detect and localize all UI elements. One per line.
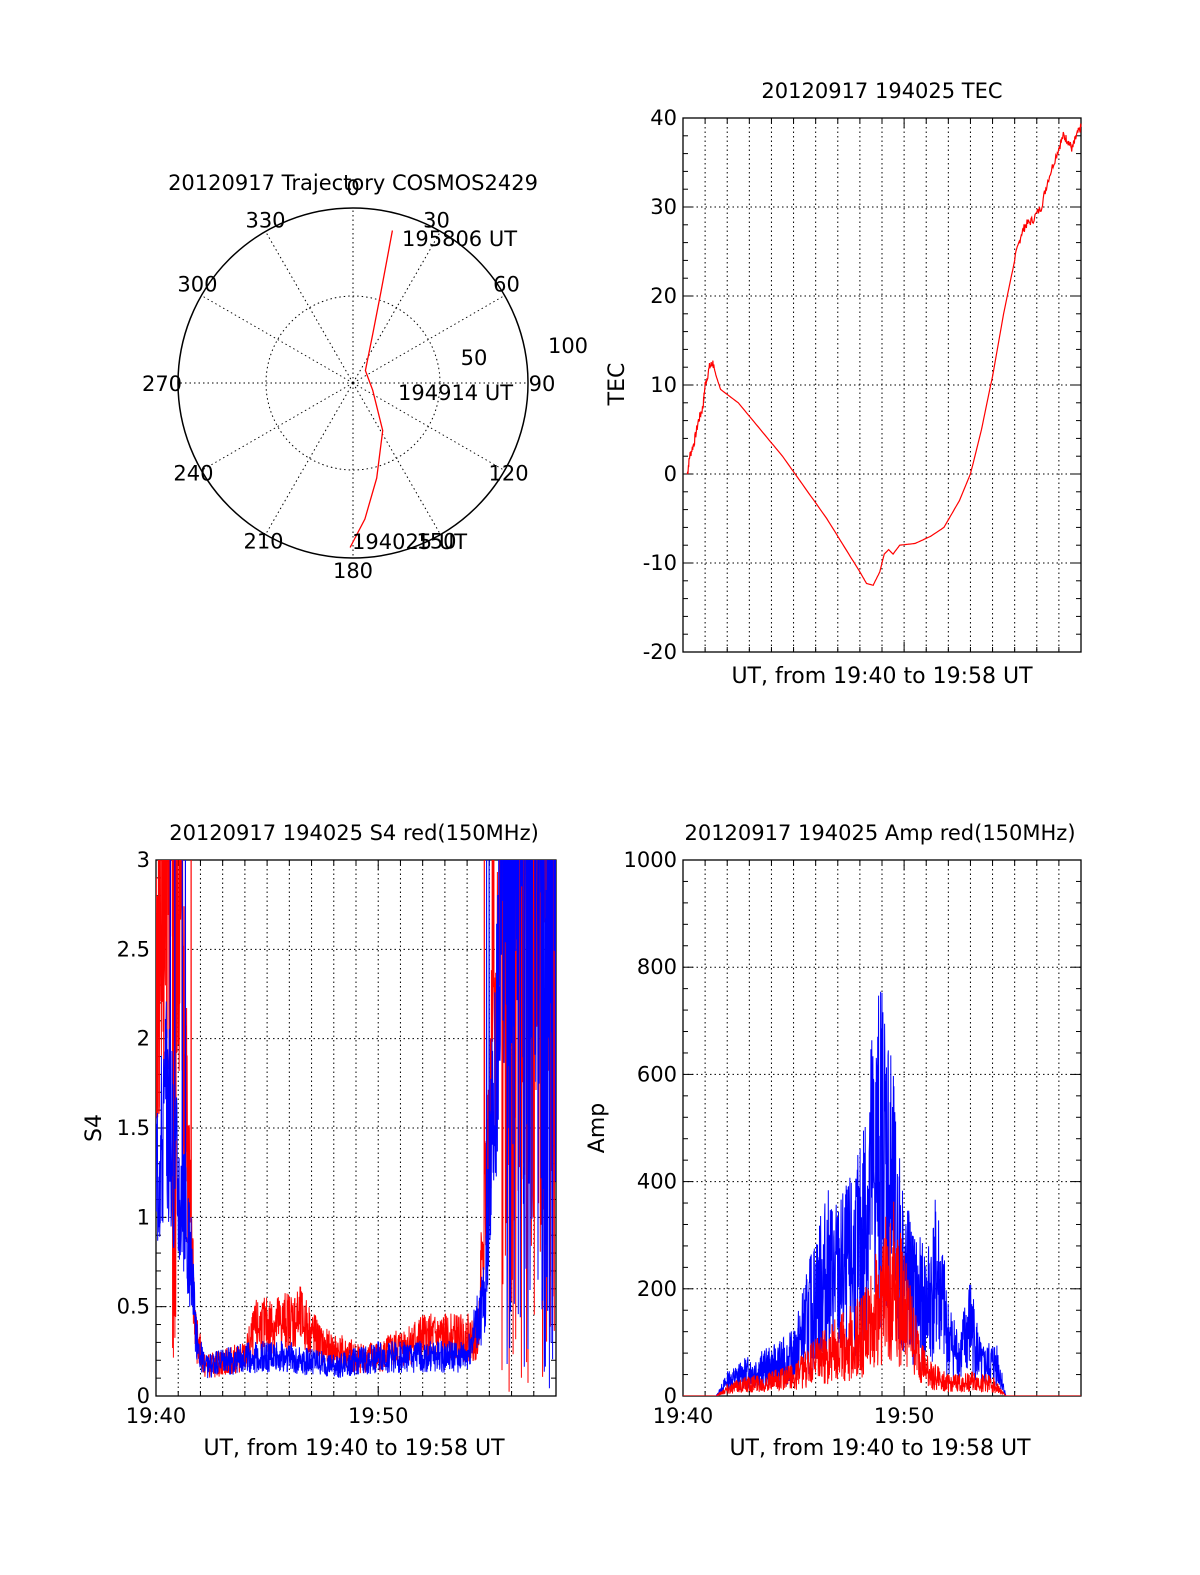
s4-ytick-label: 1: [137, 1205, 150, 1229]
polar-radial-label-100: 100: [548, 334, 588, 358]
amp-ytick-label: 800: [637, 955, 677, 979]
tec-ytick-label: -20: [643, 640, 677, 664]
polar-angle-label: 0: [346, 176, 359, 200]
s4-ytick-label: 3: [137, 848, 150, 872]
s4-series-red: [156, 860, 556, 1392]
amp-xlabel: UT, from 19:40 to 19:58 UT: [729, 1436, 1031, 1461]
amp-ytick-label: 600: [637, 1062, 677, 1086]
amp-xtick-label: 19:50: [874, 1404, 935, 1428]
amp-ytick-label: 0: [664, 1384, 677, 1408]
tec-ylabel: TEC: [605, 363, 630, 407]
tec-xlabel: UT, from 19:40 to 19:58 UT: [731, 664, 1033, 689]
s4-xlabel: UT, from 19:40 to 19:58 UT: [203, 1436, 505, 1461]
s4-ytick-label: 0: [137, 1384, 150, 1408]
amp-ylabel: Amp: [585, 1103, 610, 1153]
polar-chart: 20120917 Trajectory COSMOS2429 0 30 60 90 12…: [142, 171, 588, 583]
polar-spoke: [265, 231, 354, 384]
polar-angle-label: 270: [142, 372, 182, 396]
s4-xtick-label: 19:50: [348, 1404, 409, 1428]
polar-angle-label: 300: [177, 273, 217, 297]
tec-ytick-label: 0: [664, 462, 677, 486]
polar-angle-label: 150: [416, 530, 456, 554]
polar-angle-label: 90: [529, 372, 556, 396]
polar-angle-label: 330: [245, 208, 285, 232]
amp-ytick-label: 200: [637, 1277, 677, 1301]
polar-annotation-end: 195806 UT: [402, 227, 517, 251]
polar-spoke: [265, 382, 354, 535]
polar-angle-label: 30: [423, 208, 450, 232]
s4-ytick-label: 1.5: [117, 1116, 150, 1140]
tec-ytick-label: -10: [643, 551, 677, 575]
s4-ytick-label: 2: [137, 1027, 150, 1051]
polar-angle-label: 180: [333, 559, 373, 583]
amp-title: 20120917 194025 Amp red(150MHz): [684, 821, 1075, 845]
tec-series-line: [686, 123, 1082, 587]
polar-outer-ring: [177, 207, 529, 559]
polar-spoke: [201, 295, 354, 384]
s4-ylabel: S4: [82, 1114, 107, 1142]
s4-chart: 20120917 194025 S4 red(150MHz) UT, from …: [82, 821, 557, 1461]
s4-title: 20120917 194025 S4 red(150MHz): [169, 821, 539, 845]
amp-frame: [682, 859, 1082, 1397]
s4-xtick-label: 19:40: [126, 1404, 187, 1428]
s4-series-blue: [156, 860, 556, 1389]
polar-angle-label: 120: [489, 462, 529, 486]
polar-spoke: [201, 382, 354, 471]
polar-trajectory-line: [349, 230, 394, 548]
polar-angle-labels: 0 30 60 90 120 150 180 210 240 270 300 330: [142, 176, 555, 583]
polar-annotation-mid: 194914 UT: [398, 381, 513, 405]
amp-xtick-label: 19:40: [653, 1404, 714, 1428]
tec-title: 20120917 194025 TEC: [761, 79, 1002, 103]
s4-ytick-label: 0.5: [117, 1295, 150, 1319]
tec-ytick-label: 40: [650, 106, 677, 130]
amp-series-red: [683, 1201, 1081, 1396]
polar-title: 20120917 Trajectory COSMOS2429: [168, 171, 538, 195]
polar-annotation-start: 194025 UT: [352, 530, 467, 554]
polar-angle-label: 60: [493, 273, 520, 297]
tec-frame: [682, 117, 1082, 653]
amp-chart: 20120917 194025 Amp red(150MHz) UT, from…: [585, 821, 1082, 1461]
amp-ytick-label: 1000: [624, 848, 677, 872]
polar-angle-label: 210: [243, 530, 283, 554]
polar-angle-label: 240: [173, 462, 213, 486]
tec-ytick-label: 30: [650, 195, 677, 219]
amp-ytick-label: 400: [637, 1170, 677, 1194]
polar-radial-label-50: 50: [461, 346, 488, 370]
tec-ytick-label: 20: [650, 284, 677, 308]
tec-ytick-label: 10: [650, 373, 677, 397]
s4-ytick-label: 2.5: [117, 937, 150, 961]
tec-chart: 20120917 194025 TEC UT, from 19:40 to 19…: [605, 79, 1082, 689]
